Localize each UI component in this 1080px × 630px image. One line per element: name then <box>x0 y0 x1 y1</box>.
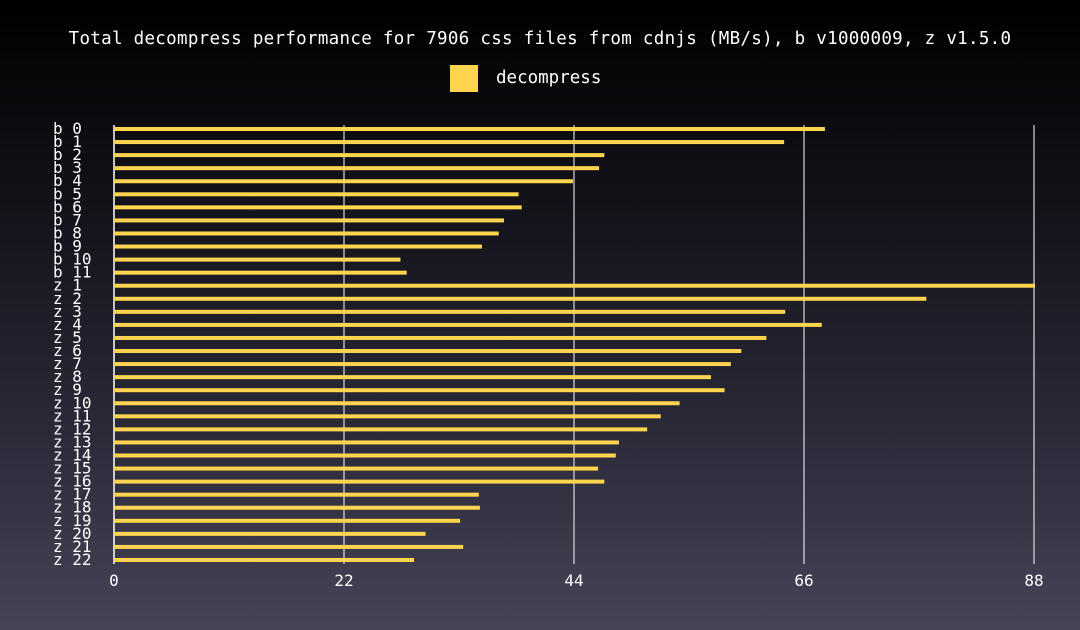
bar <box>114 362 731 366</box>
bar <box>114 440 619 444</box>
bar <box>114 218 504 222</box>
bar <box>114 414 661 418</box>
bar <box>114 231 499 235</box>
bar <box>114 467 598 471</box>
bar <box>114 401 680 405</box>
bar <box>114 179 573 183</box>
bar <box>114 205 522 209</box>
bar <box>114 519 460 523</box>
bar <box>114 545 463 549</box>
grid-lines <box>114 125 1034 564</box>
x-tick-label: 88 <box>1024 571 1043 590</box>
bar <box>114 506 480 510</box>
bar <box>114 454 616 458</box>
bar <box>114 336 766 340</box>
bar <box>114 310 785 314</box>
bar <box>114 388 725 392</box>
bars <box>114 127 1035 562</box>
bar <box>114 480 604 484</box>
bar <box>114 153 604 157</box>
y-category-label: z 22 <box>53 550 92 569</box>
bar <box>114 427 647 431</box>
bar <box>114 323 822 327</box>
x-tick-label: 44 <box>564 571 583 590</box>
bar <box>114 258 400 262</box>
bar <box>114 297 926 301</box>
bar <box>114 558 414 562</box>
x-axis-tick-labels: 0 22 44 66 88 <box>109 571 1043 590</box>
x-tick-label: 22 <box>334 571 353 590</box>
bar <box>114 271 407 275</box>
bar <box>114 140 784 144</box>
bar <box>114 166 599 170</box>
y-axis-labels: b 0b 1b 2b 3b 4b 5b 6b 7b 8b 9b 10b 11z … <box>53 119 92 569</box>
bar <box>114 349 741 353</box>
x-tick-label: 0 <box>109 571 119 590</box>
bar <box>114 284 1035 288</box>
bar <box>114 245 482 249</box>
bar <box>114 375 711 379</box>
x-tick-label: 66 <box>794 571 813 590</box>
bar <box>114 127 825 131</box>
bar <box>114 493 479 497</box>
bar <box>114 532 426 536</box>
bar <box>114 192 519 196</box>
